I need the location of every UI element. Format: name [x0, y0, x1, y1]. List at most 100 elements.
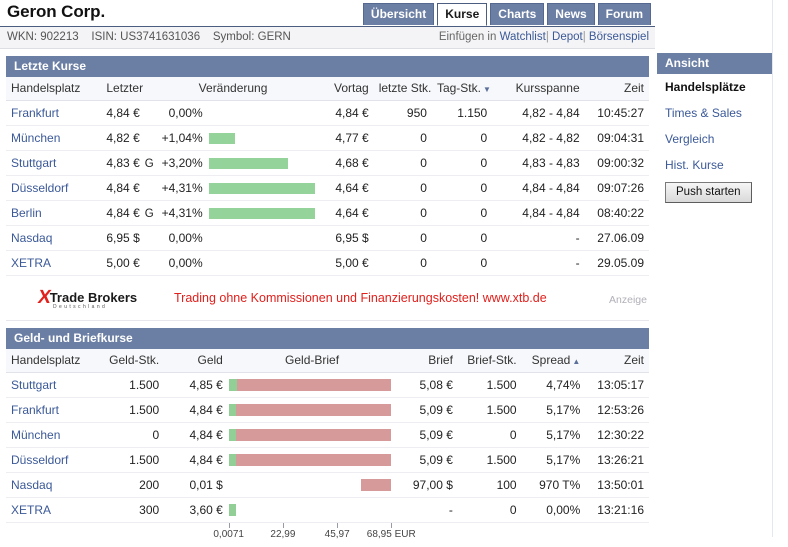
col-zeit[interactable]: Zeit [585, 77, 649, 101]
col-ba-handelsplatz[interactable]: Handelsplatz [6, 349, 88, 373]
cell-prev-close: 4,64 € [315, 201, 373, 226]
tab-uebersicht[interactable]: Übersicht [363, 3, 434, 25]
page-title: Geron Corp. [7, 2, 105, 22]
tab-kurse[interactable]: Kurse [437, 3, 487, 26]
change-bar-track [209, 258, 316, 269]
cell-venue: Nasdaq [6, 226, 88, 251]
sidebar-item-times-sales[interactable]: Times & Sales [657, 100, 772, 126]
col-veraenderung[interactable]: Veränderung [151, 77, 316, 101]
venue-link[interactable]: München [11, 428, 60, 442]
cell-time: 10:45:27 [585, 101, 649, 126]
sort-desc-icon: ▼ [481, 85, 491, 94]
push-start-button[interactable]: Push starten [665, 182, 752, 203]
add-to-depot-link[interactable]: Depot [552, 31, 583, 43]
quote-flag [140, 258, 145, 270]
col-letzte-stk[interactable]: letzte Stk. [374, 77, 432, 101]
axis-tick-label: 68,95 EUR [367, 529, 416, 540]
venue-link[interactable]: Nasdaq [11, 231, 52, 245]
col-spread[interactable]: Spread▲ [522, 349, 586, 373]
venue-link[interactable]: Düsseldorf [11, 453, 68, 467]
sidebar-item-vergleich[interactable]: Vergleich [657, 126, 772, 152]
venue-link[interactable]: Nasdaq [11, 478, 52, 492]
cell-prev-close: 6,95 $ [315, 226, 373, 251]
bid-bar [229, 429, 237, 441]
venue-link[interactable]: Stuttgart [11, 378, 56, 392]
sidebar-item-label[interactable]: Hist. Kurse [665, 158, 724, 172]
venue-link[interactable]: Frankfurt [11, 403, 59, 417]
cell-ask-qty: 1.500 [458, 398, 522, 423]
bid-ask-bar-track [228, 498, 396, 522]
main-content: Geron Corp. Übersicht Kurse Charts News … [0, 0, 655, 547]
tab-news[interactable]: News [547, 3, 594, 25]
col-handelsplatz[interactable]: Handelsplatz [6, 77, 88, 101]
cell-venue: Stuttgart [6, 151, 88, 176]
bid-ask-panel: Geld- und Briefkurse Handelsplatz Geld-S… [6, 328, 649, 547]
col-vortag[interactable]: Vortag [315, 77, 373, 101]
cell-time: 27.06.09 [585, 226, 649, 251]
col-geld[interactable]: Geld [164, 349, 228, 373]
tab-charts[interactable]: Charts [490, 3, 544, 25]
venue-link[interactable]: Düsseldorf [11, 181, 68, 195]
col-ba-zeit[interactable]: Zeit [585, 349, 649, 373]
change-wrap: +4,31% [151, 181, 316, 195]
col-geld-brief[interactable]: Geld-Brief [228, 349, 396, 373]
change-bar-track [209, 183, 316, 194]
change-bar [209, 133, 235, 144]
venue-link[interactable]: XETRA [11, 503, 51, 517]
ask-bar [236, 429, 391, 441]
advertisement-banner[interactable]: X Trade Brokers Deutschland Trading ohne… [6, 286, 649, 321]
sidebar-item-label[interactable]: Vergleich [665, 132, 714, 146]
venue-link[interactable]: XETRA [11, 256, 51, 270]
col-letzter[interactable]: Letzter [88, 77, 150, 101]
cell-time: 13:26:21 [585, 448, 649, 473]
bid-ask-bar-track [228, 373, 396, 397]
venue-link[interactable]: Frankfurt [11, 106, 59, 120]
cell-range: 4,82 - 4,84 [492, 101, 584, 126]
cell-change: 0,00% [151, 251, 316, 276]
venue-link[interactable]: Berlin [11, 206, 42, 220]
change-bar-track [209, 158, 316, 169]
last-price-value: 4,84 € [106, 106, 139, 120]
change-bar-track [209, 133, 316, 144]
sidebar-item-label[interactable]: Times & Sales [665, 106, 742, 120]
ad-headline[interactable]: Trading ohne Kommissionen und Finanzieru… [174, 291, 547, 305]
cell-range: 4,84 - 4,84 [492, 201, 584, 226]
cell-bid: 4,84 € [164, 423, 228, 448]
symbol-label: Symbol: [213, 31, 255, 43]
sidebar-item-list: Handelsplätze Times & Sales Vergleich Hist.… [657, 74, 772, 178]
cell-change: 0,00% [151, 101, 316, 126]
cell-last-qty: 0 [374, 201, 432, 226]
ask-bar [236, 404, 391, 416]
cell-bid-qty: 200 [88, 473, 164, 498]
cell-day-qty: 1.150 [432, 101, 492, 126]
ask-bar [236, 454, 391, 466]
col-tag-stk[interactable]: Tag-Stk.▼ [432, 77, 492, 101]
add-to-watchlist-link[interactable]: Watchlist [500, 31, 546, 43]
action-sep-2: | [583, 31, 586, 43]
bid-ask-bar-track [228, 398, 396, 422]
col-geld-stk[interactable]: Geld-Stk. [88, 349, 164, 373]
col-brief[interactable]: Brief [396, 349, 458, 373]
venue-link[interactable]: Stuttgart [11, 156, 56, 170]
wkn-label: WKN: [7, 31, 37, 43]
isin-label: ISIN: [91, 31, 117, 43]
venue-link[interactable]: München [11, 131, 60, 145]
col-brief-stk[interactable]: Brief-Stk. [458, 349, 522, 373]
col-kursspanne[interactable]: Kursspanne [492, 77, 584, 101]
last-price-value: 5,00 € [106, 256, 139, 270]
cell-venue: Frankfurt [6, 101, 88, 126]
add-to-boersenspiel-link[interactable]: Börsenspiel [589, 31, 649, 43]
tab-forum[interactable]: Forum [598, 3, 651, 25]
sidebar-item-hist-kurse[interactable]: Hist. Kurse [657, 152, 772, 178]
axis-tick-mark [337, 523, 338, 528]
sidebar-item-handelspl-tze[interactable]: Handelsplätze [657, 74, 772, 100]
wkn-value: 902213 [40, 31, 78, 43]
